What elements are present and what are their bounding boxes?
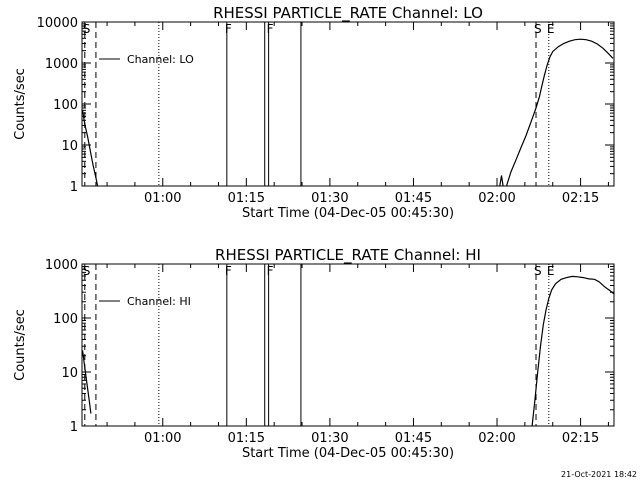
series-line — [505, 38, 614, 187]
x-tick-label: 02:15 — [562, 431, 599, 446]
legend-label: Channel: LO — [127, 53, 194, 66]
event-marker-label: S — [534, 22, 542, 36]
chart-title: RHESSI PARTICLE_RATE Channel: LO — [213, 4, 483, 23]
y-tick-label: 1000 — [45, 258, 78, 273]
event-marker-label: S — [83, 22, 91, 36]
x-tick-label: 01:15 — [228, 431, 265, 446]
x-tick-label: 01:30 — [311, 431, 348, 446]
event-marker-label: E — [547, 22, 555, 36]
series-line — [499, 175, 504, 187]
plot-frame — [81, 21, 615, 187]
y-tick-label: 1000 — [45, 57, 78, 72]
y-tick-label: 10000 — [37, 16, 78, 31]
y-tick-label: 10 — [61, 139, 78, 154]
y-tick-label: 100 — [53, 98, 78, 113]
x-tick-label: 01:15 — [228, 191, 265, 206]
event-marker-label: F — [267, 264, 274, 278]
y-tick-label: 1 — [70, 420, 78, 435]
legend-label: Channel: HI — [127, 295, 191, 308]
chart-panel-lo: RHESSI PARTICLE_RATE Channel: LO Counts/s… — [13, 4, 615, 221]
x-tick-label: 01:00 — [144, 431, 181, 446]
x-tick-label: 01:45 — [395, 431, 432, 446]
event-marker-label: F — [225, 22, 232, 36]
y-tick-label: 100 — [53, 312, 78, 327]
chart-panel-hi: RHESSI PARTICLE_RATE Channel: HI Counts/s… — [13, 246, 615, 461]
event-marker-label: S — [534, 264, 542, 278]
x-tick-label: 01:30 — [311, 191, 348, 206]
chart-title: RHESSI PARTICLE_RATE Channel: HI — [215, 246, 481, 265]
series-line — [82, 110, 99, 187]
x-tick-label: 01:00 — [144, 191, 181, 206]
x-tick-label: 01:45 — [395, 191, 432, 206]
series-line — [82, 350, 92, 414]
event-marker-label: E — [547, 264, 555, 278]
y-tick-label: 10 — [61, 366, 78, 381]
x-tick-label: 02:00 — [478, 431, 515, 446]
x-axis-label: Start Time (04-Dec-05 00:45:30) — [242, 206, 454, 221]
y-axis-label: Counts/sec — [13, 309, 28, 381]
event-marker-label: S — [83, 264, 91, 278]
x-tick-label: 02:00 — [478, 191, 515, 206]
y-tick-label: 1 — [70, 180, 78, 195]
footer-timestamp: 21-Oct-2021 18:42 — [561, 470, 637, 479]
event-marker-label: F — [225, 264, 232, 278]
event-marker-label: F — [267, 22, 274, 36]
y-axis-label: Counts/sec — [13, 68, 28, 140]
x-tick-label: 02:15 — [562, 191, 599, 206]
x-axis-label: Start Time (04-Dec-05 00:45:30) — [242, 446, 454, 461]
series-line — [531, 275, 615, 427]
